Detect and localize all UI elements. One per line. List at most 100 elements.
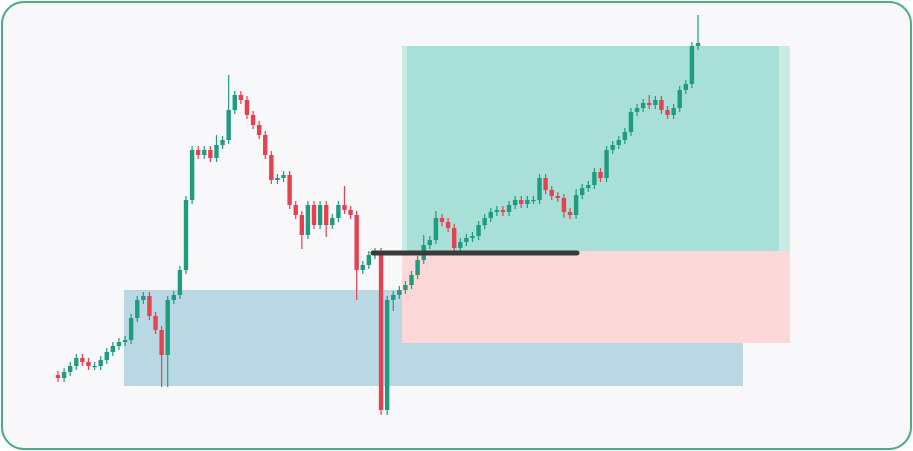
candle-body (299, 215, 305, 235)
candle-body (153, 316, 158, 330)
candle-body (275, 178, 280, 180)
candle-body (445, 222, 451, 228)
candle-body (330, 218, 335, 225)
candle-body (537, 178, 542, 200)
candle-body (433, 218, 439, 240)
target-zone-edge (402, 46, 407, 251)
candle-body (116, 342, 122, 346)
candle-body (317, 205, 323, 225)
candle-body (171, 295, 177, 300)
candle-body (281, 175, 286, 178)
candle-body (567, 212, 573, 215)
candle-body (512, 200, 518, 205)
candle-body (391, 295, 396, 300)
candle-body (263, 135, 268, 155)
candle-body (659, 100, 664, 110)
candle-body (177, 270, 183, 295)
candle-body (415, 260, 420, 275)
candle-body (67, 366, 73, 372)
candle-body (183, 200, 189, 270)
candle-body (232, 95, 237, 110)
candle-body (598, 172, 603, 178)
candle-body (695, 43, 701, 46)
candle-body (671, 108, 676, 115)
candle-body (665, 110, 670, 115)
candle-body (256, 125, 262, 135)
candle-body (610, 145, 615, 150)
candle-body (250, 115, 256, 125)
candle-body (451, 228, 457, 248)
candle-body (195, 150, 201, 155)
candle-body (525, 200, 530, 204)
candle-body (110, 346, 116, 352)
candle-body (336, 205, 341, 218)
candle-body (470, 236, 475, 238)
candle-body (604, 150, 609, 178)
candle-body (323, 205, 329, 225)
candle-body (482, 218, 487, 225)
candle-body (98, 360, 103, 366)
candle-body (147, 296, 152, 316)
candle-body (616, 140, 621, 145)
candle-body (634, 108, 640, 112)
candle-body (397, 290, 402, 295)
candle-body (555, 196, 561, 198)
candle-body (561, 198, 567, 212)
candle-body (80, 358, 85, 362)
candle-body (476, 225, 481, 236)
candle-body (500, 210, 506, 212)
candle-body (226, 110, 231, 140)
candle-body (378, 252, 384, 410)
candle-body (439, 218, 445, 222)
candle-body (689, 46, 695, 84)
candle-body (354, 215, 359, 270)
candle-body (384, 300, 390, 410)
candle-body (122, 340, 128, 342)
candle-body (55, 375, 61, 378)
candle-body (628, 112, 634, 132)
candle-body (135, 300, 140, 318)
candle-body (220, 140, 225, 145)
candle-body (208, 150, 213, 158)
candle-body (141, 296, 146, 300)
candle-body (519, 200, 524, 204)
candle-body (640, 103, 646, 108)
candle-body (269, 155, 274, 180)
target-zone-edge (779, 46, 790, 251)
candle-body (342, 205, 347, 210)
candle-body (403, 285, 408, 290)
candle-body (586, 185, 591, 188)
candle-body (427, 240, 433, 245)
candle-body (348, 210, 353, 215)
candle-body (214, 145, 219, 158)
candle-body (159, 330, 164, 355)
candle-body (74, 358, 79, 366)
stop-zone (402, 251, 790, 343)
target-zone (402, 46, 790, 251)
candle-body (494, 210, 500, 212)
candle-body (287, 175, 292, 205)
candle-body (458, 242, 463, 248)
candle-body (92, 366, 97, 368)
candle-body (677, 90, 682, 108)
candle-body (104, 352, 109, 360)
candle-body (622, 132, 628, 140)
candle-body (305, 205, 311, 235)
candle-body (293, 205, 298, 215)
candle-body (647, 103, 652, 105)
candle-body (543, 178, 548, 190)
candles (55, 15, 701, 415)
candle-body (488, 212, 493, 218)
candle-body (409, 275, 414, 285)
candle-body (202, 150, 207, 155)
candle-body (464, 238, 469, 242)
candle-body (549, 190, 554, 196)
candle-body (653, 100, 658, 105)
candle-body (531, 200, 536, 202)
candle-body (311, 205, 317, 225)
candle-body (244, 100, 250, 115)
candle-body (683, 84, 689, 90)
candle-body (61, 372, 67, 378)
candle-body (360, 265, 365, 270)
